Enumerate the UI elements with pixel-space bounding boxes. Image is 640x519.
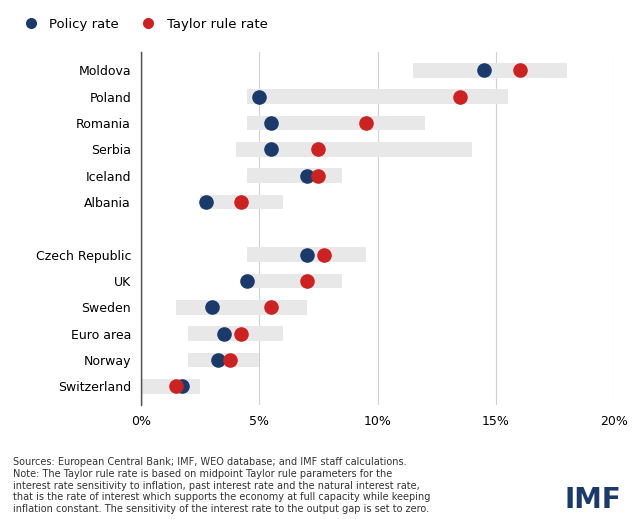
Point	[314, 172, 323, 180]
Text: IMF: IMF	[564, 486, 621, 514]
Point	[266, 145, 276, 154]
Point	[266, 303, 276, 311]
Bar	[188, 326, 283, 341]
Point	[207, 303, 217, 311]
Bar	[413, 63, 567, 77]
Bar	[248, 169, 342, 183]
Bar	[248, 89, 508, 104]
Bar	[141, 379, 200, 393]
Point	[201, 198, 211, 206]
Point	[254, 92, 264, 101]
Bar	[248, 248, 366, 262]
Point	[219, 330, 229, 338]
Legend: Policy rate, Taylor rule rate: Policy rate, Taylor rule rate	[12, 12, 273, 36]
Point	[243, 277, 253, 285]
Text: Sources: European Central Bank; IMF, WEO database; and IMF staff calculations.
N: Sources: European Central Bank; IMF, WEO…	[13, 457, 430, 514]
Bar	[236, 142, 472, 157]
Bar	[188, 353, 259, 367]
Point	[236, 330, 246, 338]
Point	[177, 382, 188, 390]
Bar	[177, 300, 307, 315]
Point	[301, 277, 312, 285]
Point	[314, 145, 323, 154]
Point	[236, 198, 246, 206]
Bar	[200, 195, 283, 209]
Point	[479, 66, 490, 75]
Point	[361, 119, 371, 127]
Point	[301, 251, 312, 259]
Point	[301, 172, 312, 180]
Bar	[248, 116, 425, 130]
Point	[172, 382, 182, 390]
Point	[319, 251, 330, 259]
Point	[515, 66, 525, 75]
Point	[212, 356, 223, 364]
Bar	[248, 274, 342, 288]
Point	[456, 92, 466, 101]
Point	[266, 119, 276, 127]
Point	[225, 356, 235, 364]
